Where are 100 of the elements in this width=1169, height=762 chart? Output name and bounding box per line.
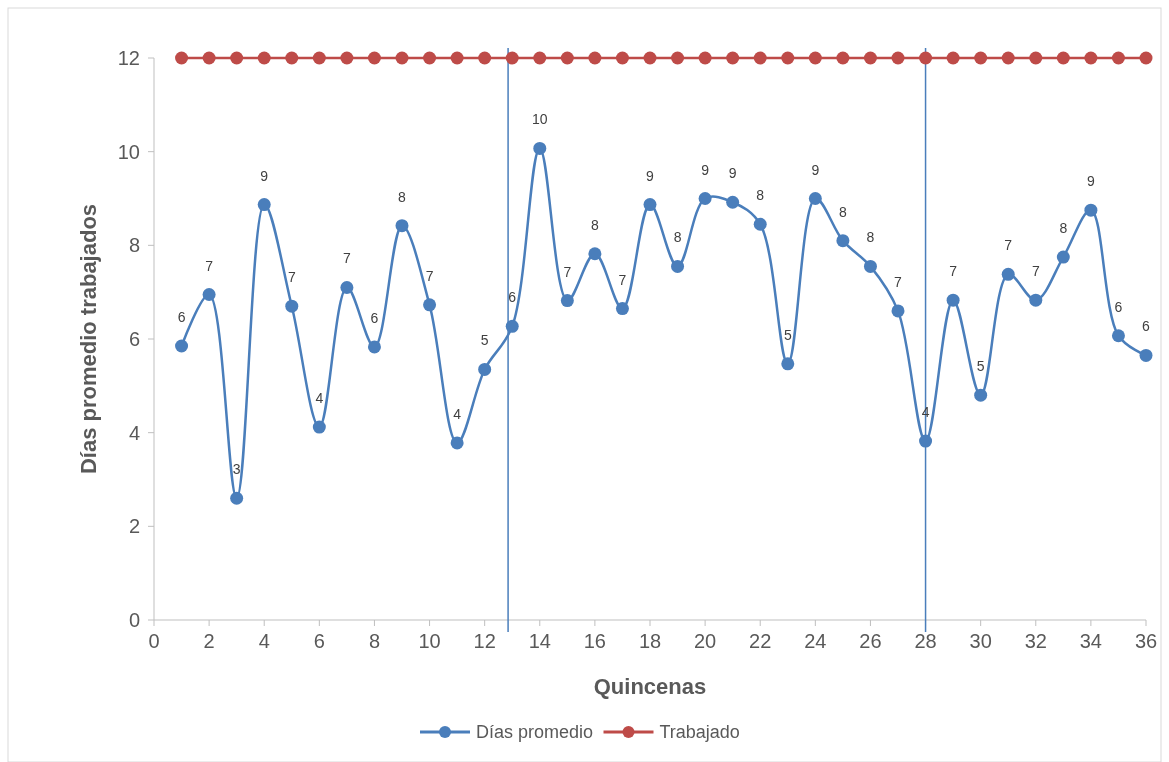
point (450, 436, 464, 450)
x-tick-label: 24 (804, 630, 827, 652)
legend-label: Trabajado (659, 722, 740, 743)
data-label: 8 (866, 229, 875, 246)
data-label: 8 (398, 188, 407, 205)
legend-label: Días promedio (476, 722, 594, 743)
point (698, 51, 712, 65)
x-tick-label: 4 (258, 630, 270, 652)
point (808, 51, 822, 65)
point (919, 51, 933, 65)
x-tick-label: 18 (638, 630, 662, 652)
point (340, 280, 354, 294)
data-label: 7 (342, 250, 351, 267)
point (450, 51, 464, 65)
data-label: 9 (646, 167, 655, 184)
point (863, 51, 877, 65)
x-tick-label: 10 (418, 630, 441, 652)
data-label: 6 (508, 289, 517, 306)
point (588, 247, 602, 261)
point (946, 51, 960, 65)
point (1139, 348, 1153, 362)
point (367, 340, 381, 354)
data-label: 5 (783, 326, 792, 343)
point (340, 51, 354, 65)
point (974, 388, 988, 402)
data-label: 8 (838, 203, 847, 220)
data-label: 7 (205, 257, 214, 274)
x-tick-label: 28 (914, 630, 937, 652)
point (1084, 203, 1098, 217)
data-label: 6 (1142, 318, 1151, 335)
data-label: 9 (1086, 173, 1095, 190)
data-label: 7 (1004, 237, 1013, 254)
point (367, 51, 381, 65)
data-label: 7 (949, 263, 958, 280)
point (478, 51, 492, 65)
point (808, 192, 822, 205)
data-label: 9 (701, 161, 710, 178)
point (615, 51, 629, 65)
point (202, 288, 216, 302)
x-tick-label: 14 (528, 630, 551, 652)
data-label: 6 (370, 309, 379, 326)
x-tick-label: 34 (1079, 630, 1103, 652)
point (285, 299, 299, 313)
point (919, 434, 933, 448)
point (1056, 51, 1070, 65)
x-tick-label: 8 (368, 630, 381, 652)
point (312, 420, 326, 434)
x-tick-label: 20 (693, 630, 717, 652)
x-tick-label: 6 (313, 630, 325, 652)
y-axis-title: Días promedio trabajados (76, 203, 101, 475)
point (1056, 250, 1070, 264)
data-label: 4 (315, 390, 324, 407)
point (230, 491, 244, 505)
point (671, 51, 685, 65)
point (781, 51, 795, 65)
point (505, 319, 519, 333)
point (615, 302, 629, 316)
point (175, 339, 189, 353)
point (974, 51, 988, 65)
data-label: 3 (232, 461, 241, 478)
point (726, 195, 740, 209)
point (753, 51, 767, 65)
y-tick-label: 4 (128, 421, 140, 444)
data-label: 8 (673, 229, 682, 246)
y-tick-label: 8 (128, 234, 140, 257)
data-label: 9 (260, 167, 269, 184)
point (423, 51, 437, 65)
y-tick-label: 10 (117, 140, 140, 163)
point (836, 234, 850, 248)
point (1111, 329, 1125, 343)
point (1029, 293, 1043, 307)
point (533, 141, 547, 155)
y-tick-label: 0 (128, 609, 140, 631)
point (863, 259, 877, 273)
point (671, 259, 685, 273)
data-label: 5 (976, 358, 985, 375)
point (1029, 51, 1043, 65)
x-tick-label: 2 (203, 630, 215, 652)
x-tick-label: 16 (583, 630, 607, 652)
point (643, 198, 657, 212)
point (395, 219, 409, 233)
y-tick-label: 2 (128, 515, 140, 538)
data-label: 7 (894, 273, 903, 290)
point (1139, 51, 1153, 65)
y-tick-label: 6 (128, 328, 140, 350)
point (230, 51, 244, 65)
point (588, 51, 602, 65)
point (643, 51, 657, 65)
x-tick-label: 36 (1134, 630, 1158, 652)
data-label: 10 (531, 111, 548, 128)
x-axis-title: Quincenas (593, 674, 707, 699)
point (781, 357, 795, 371)
x-tick-label: 32 (1024, 630, 1047, 652)
data-label: 8 (756, 187, 765, 204)
x-tick-label: 0 (148, 630, 160, 652)
point (1001, 51, 1015, 65)
point (395, 51, 409, 65)
point (946, 293, 960, 307)
data-label: 8 (1059, 220, 1068, 237)
x-tick-label: 22 (749, 630, 772, 652)
